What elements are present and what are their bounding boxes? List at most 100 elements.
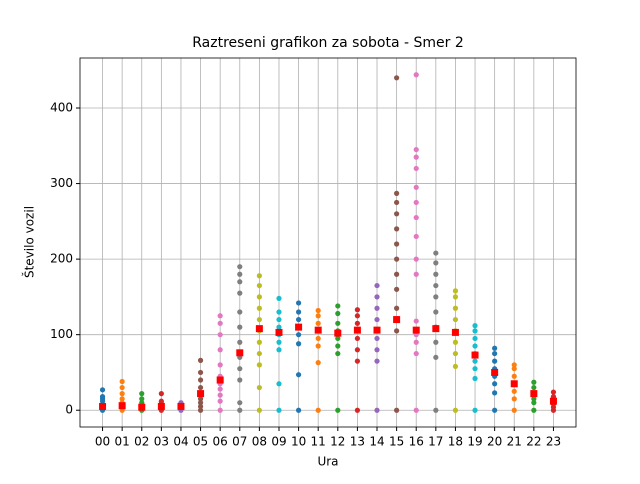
point: [394, 305, 400, 311]
point: [433, 294, 439, 300]
point: [315, 407, 321, 413]
point: [335, 343, 341, 349]
mean-marker: [530, 390, 538, 398]
point: [139, 396, 145, 402]
point: [452, 363, 459, 370]
point: [256, 362, 262, 368]
point: [433, 250, 439, 256]
point: [295, 341, 302, 347]
mean-marker: [412, 326, 420, 334]
mean-marker: [471, 351, 479, 359]
point: [452, 339, 459, 345]
point: [197, 400, 204, 406]
mean-marker: [491, 368, 499, 376]
x-tick-label: 14: [369, 435, 384, 449]
point: [256, 294, 262, 300]
point: [531, 396, 537, 402]
point: [472, 335, 478, 342]
point: [217, 347, 223, 353]
point: [237, 309, 243, 315]
point: [197, 357, 204, 363]
point: [354, 335, 361, 342]
point: [354, 313, 361, 319]
mean-marker: [157, 402, 165, 410]
mean-marker: [451, 328, 459, 336]
mean-marker: [334, 329, 342, 337]
point: [315, 313, 321, 319]
point: [276, 295, 282, 302]
point: [472, 366, 478, 372]
x-tick-label: 02: [134, 435, 149, 449]
point: [217, 332, 223, 338]
point: [276, 347, 282, 353]
point: [237, 271, 243, 277]
x-tick-label: 12: [330, 435, 345, 449]
point: [433, 271, 439, 277]
mean-marker: [255, 325, 263, 333]
point: [354, 347, 361, 353]
point: [511, 407, 517, 413]
point: [237, 407, 243, 413]
point: [413, 350, 419, 357]
point: [197, 384, 204, 391]
point: [374, 347, 380, 353]
point: [217, 362, 223, 368]
point: [119, 391, 125, 397]
point: [119, 396, 125, 402]
x-tick-label: 11: [311, 435, 326, 449]
y-tick-label: 300: [50, 176, 73, 190]
point: [295, 309, 302, 315]
point: [374, 282, 380, 289]
point: [237, 264, 243, 270]
mean-marker: [118, 402, 126, 410]
point: [413, 165, 419, 172]
point: [452, 407, 459, 413]
x-tick-label: 18: [448, 435, 463, 449]
point: [197, 377, 204, 383]
point: [276, 309, 282, 315]
x-tick-label: 03: [154, 435, 169, 449]
point: [492, 350, 498, 357]
point: [158, 398, 164, 404]
x-tick-label: 23: [546, 435, 561, 449]
point: [295, 332, 302, 338]
point: [256, 282, 262, 289]
point: [237, 279, 243, 285]
point: [394, 226, 400, 232]
point: [374, 407, 380, 413]
point: [394, 199, 400, 206]
point: [335, 320, 341, 326]
mean-marker: [295, 323, 303, 331]
point: [295, 316, 302, 323]
point: [197, 396, 204, 402]
point: [472, 407, 478, 413]
point: [237, 324, 243, 330]
point: [197, 407, 204, 413]
point: [394, 286, 400, 292]
mean-marker: [216, 376, 224, 384]
point: [413, 339, 419, 345]
point: [413, 233, 419, 240]
point: [217, 407, 223, 413]
y-tick-label: 200: [50, 252, 73, 266]
mean-marker: [314, 326, 322, 334]
point: [237, 366, 243, 372]
point: [217, 320, 223, 326]
point: [276, 316, 282, 323]
x-tick-label: 09: [271, 435, 286, 449]
point: [276, 407, 282, 413]
x-tick-label: 15: [389, 435, 404, 449]
x-tick-label: 21: [507, 435, 522, 449]
point: [394, 271, 400, 277]
point: [452, 288, 459, 294]
point: [413, 318, 419, 324]
point: [237, 377, 243, 383]
point: [511, 373, 517, 379]
point: [374, 358, 380, 364]
point: [511, 366, 517, 372]
point: [276, 339, 282, 345]
y-tick-label: 100: [50, 327, 73, 341]
point: [394, 256, 400, 262]
mean-marker: [549, 397, 557, 405]
point: [511, 362, 517, 368]
